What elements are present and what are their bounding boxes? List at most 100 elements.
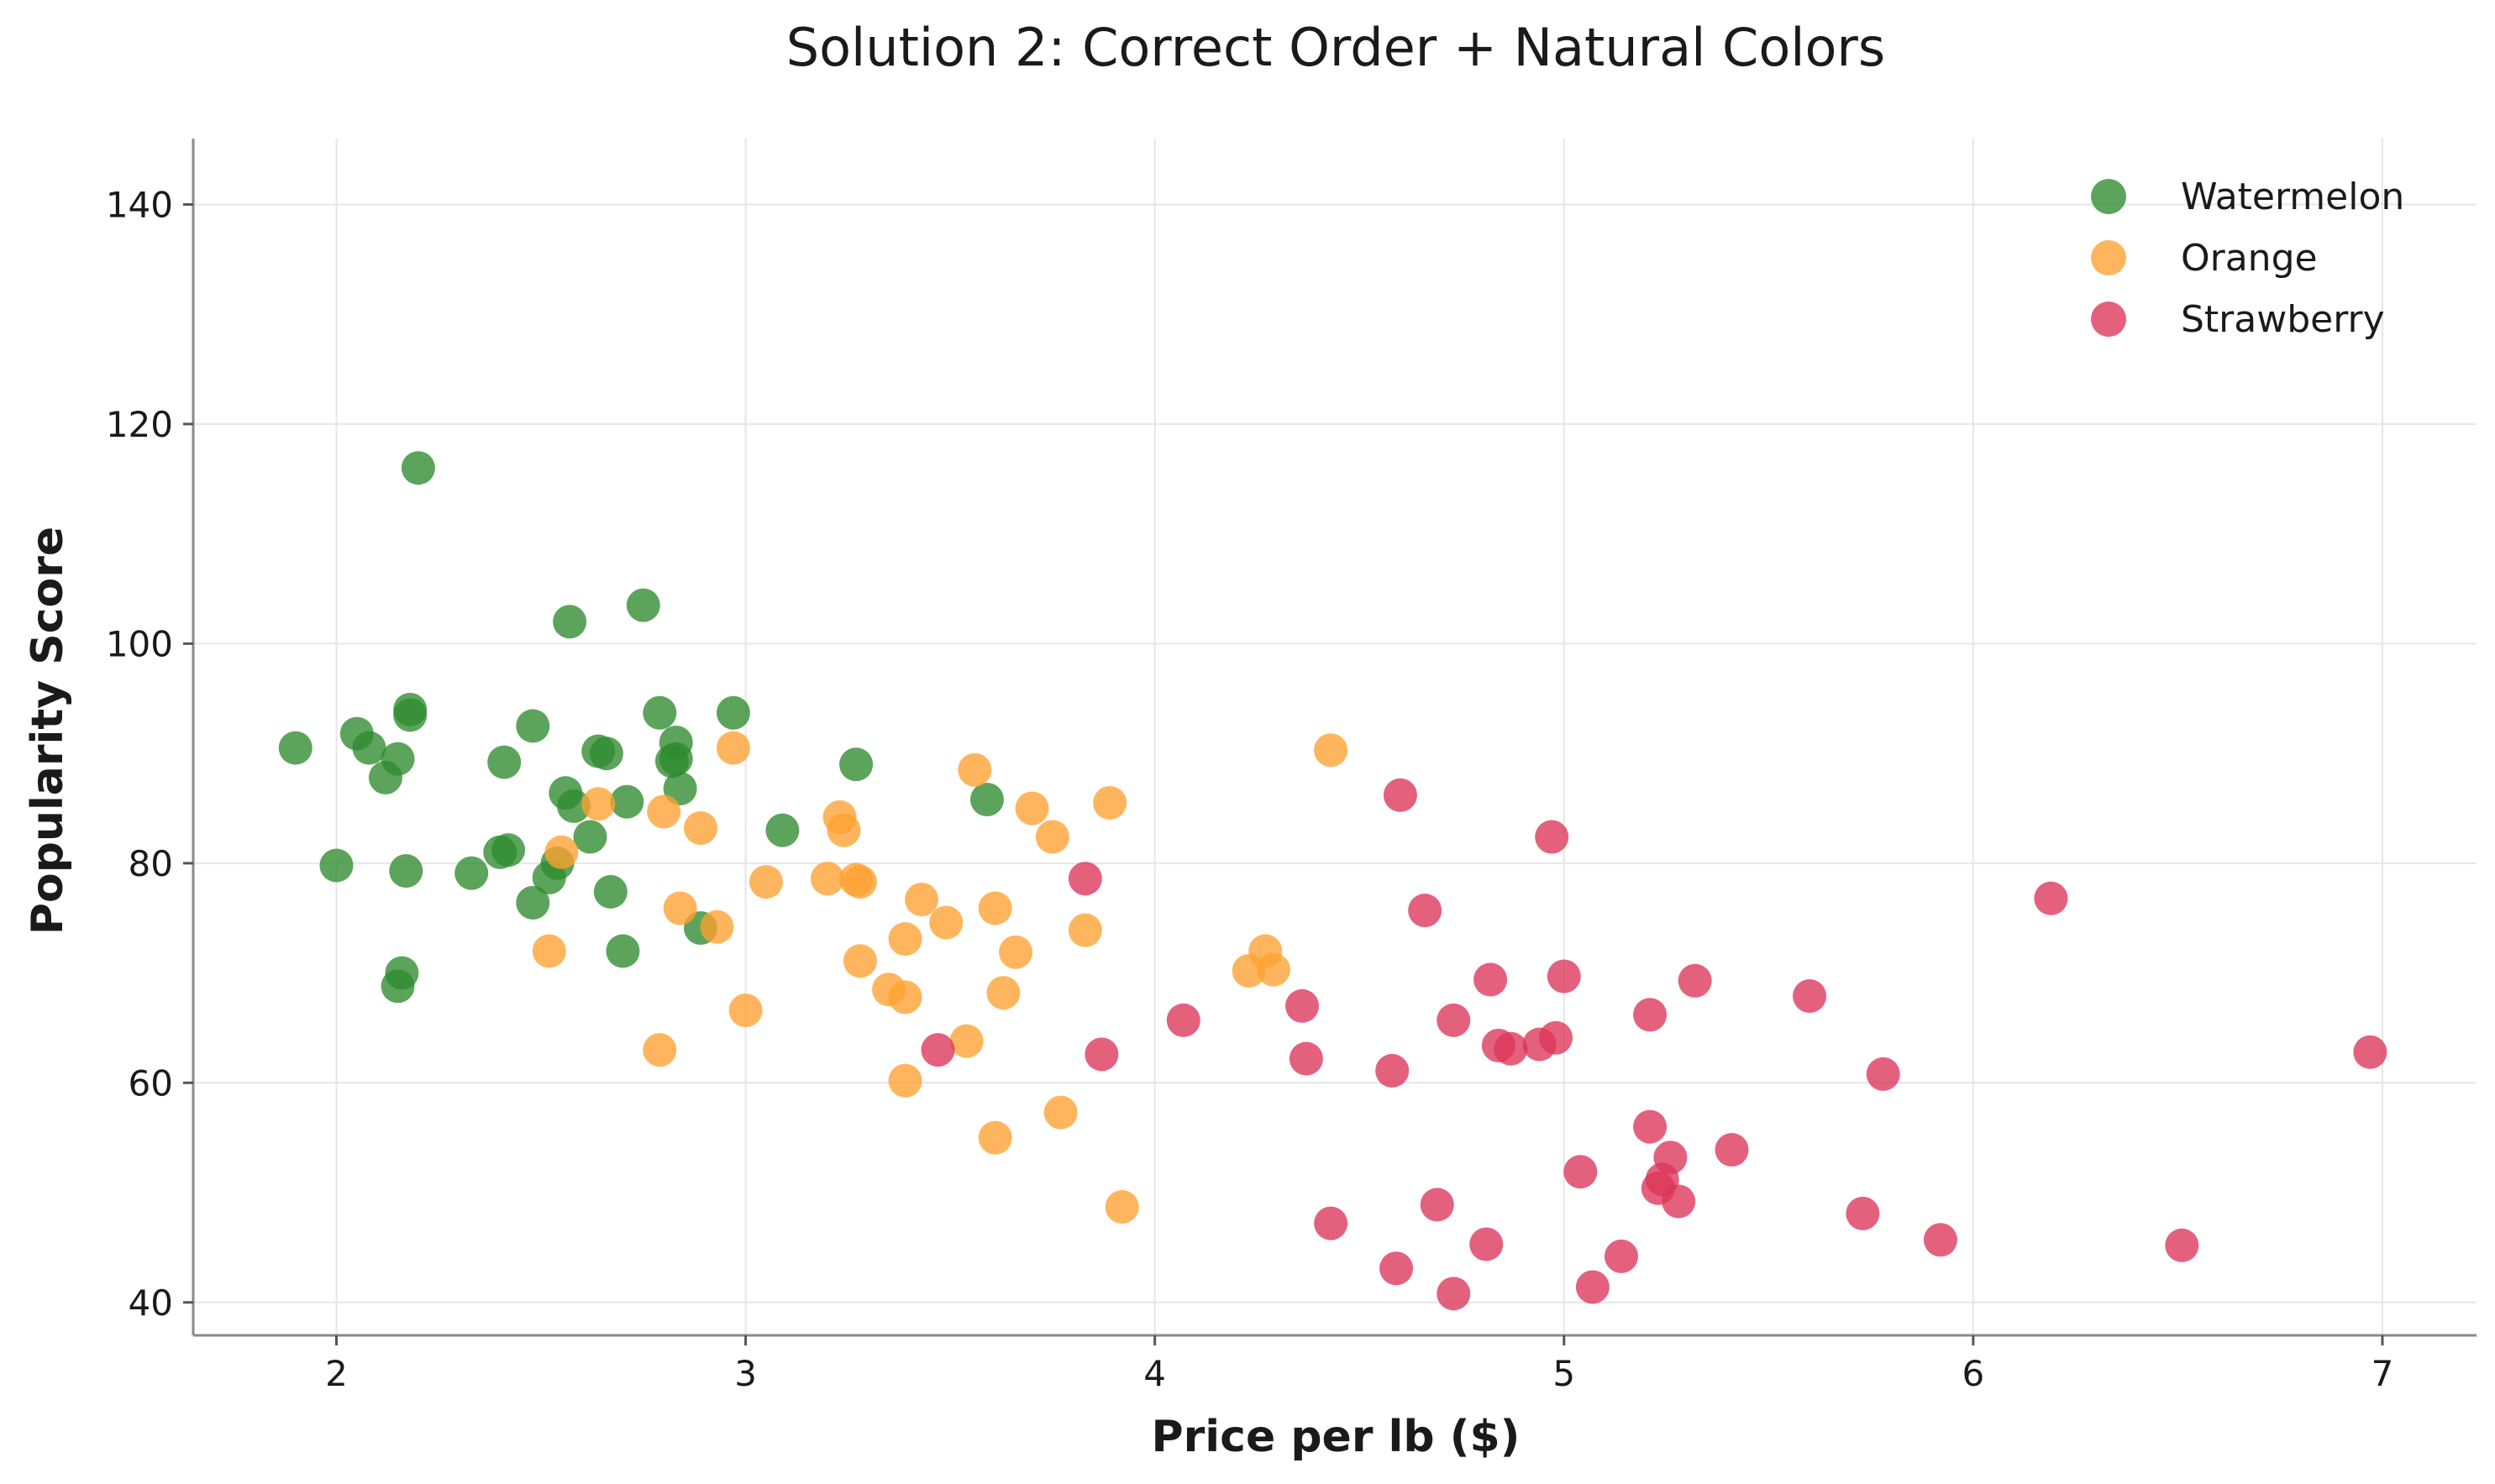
data-point: [716, 695, 750, 730]
x-tick-label: 4: [1143, 1353, 1166, 1394]
data-point: [969, 783, 1004, 817]
data-point: [1923, 1223, 1957, 1257]
legend-marker: [2091, 302, 2126, 337]
data-point: [905, 882, 939, 916]
data-point: [2353, 1035, 2387, 1069]
data-point: [843, 865, 877, 899]
data-point: [1473, 962, 1508, 997]
x-tick-label: 5: [1552, 1353, 1575, 1394]
data-point: [1166, 1003, 1200, 1037]
x-axis-ticks: 2 3 4 5 6 7: [325, 1335, 2393, 1394]
y-tick-label: 60: [129, 1062, 173, 1104]
data-point: [516, 885, 550, 920]
data-point: [811, 862, 844, 896]
data-point: [381, 969, 415, 1004]
data-point: [1232, 953, 1266, 988]
data-point: [716, 731, 750, 765]
data-point: [557, 789, 591, 823]
data-point: [1494, 1031, 1528, 1066]
data-point: [1633, 1109, 1668, 1144]
legend: Watermelon Orange Strawberry: [2091, 176, 2404, 341]
data-point: [1068, 862, 1102, 896]
data-point: [888, 980, 922, 1015]
data-point: [573, 820, 607, 854]
data-point: [999, 935, 1033, 969]
data-point: [1068, 913, 1102, 947]
data-point: [532, 860, 566, 894]
gridlines: [193, 139, 2477, 1335]
legend-label: Strawberry: [2181, 298, 2385, 341]
axes-spines: [192, 139, 2477, 1337]
data-point: [1105, 1190, 1139, 1224]
chart-title: Solution 2: Correct Order + Natural Colo…: [786, 17, 1885, 78]
data-point: [986, 976, 1021, 1010]
data-point: [1678, 963, 1712, 998]
y-tick-label: 40: [129, 1282, 173, 1324]
data-point: [1437, 1003, 1471, 1037]
data-point: [765, 813, 800, 847]
x-tick-label: 6: [1962, 1353, 1985, 1394]
legend-marker: [2091, 179, 2126, 214]
data-point: [1866, 1057, 1900, 1091]
data-point: [1285, 988, 1320, 1023]
y-axis-label: Popularity Score: [23, 527, 73, 935]
data-point: [839, 747, 874, 782]
data-point: [929, 905, 964, 940]
data-point: [593, 874, 628, 909]
data-point: [1793, 979, 1827, 1014]
data-point: [643, 695, 677, 730]
data-point: [1633, 998, 1668, 1032]
data-point: [1085, 1037, 1119, 1072]
data-point: [888, 1063, 922, 1098]
data-point: [1437, 1277, 1471, 1311]
data-point: [888, 922, 922, 957]
data-point: [581, 787, 616, 821]
data-point: [949, 1024, 984, 1058]
data-point: [319, 848, 354, 883]
data-point: [1093, 785, 1127, 820]
legend-label: Orange: [2181, 237, 2318, 280]
x-tick-label: 2: [325, 1353, 348, 1394]
data-point: [610, 784, 644, 819]
data-point: [643, 1033, 677, 1067]
data-point: [1383, 778, 1417, 812]
data-point: [1539, 1020, 1573, 1055]
data-point: [1469, 1227, 1504, 1261]
legend-marker: [2091, 240, 2126, 275]
data-point: [1035, 820, 1069, 854]
data-point: [589, 737, 623, 771]
data-point: [1662, 1184, 1696, 1219]
y-tick-label: 120: [106, 404, 173, 445]
data-point: [401, 451, 435, 485]
data-point: [1420, 1188, 1454, 1222]
data-point: [1015, 791, 1049, 826]
data-point: [368, 760, 402, 794]
data-point: [684, 811, 717, 846]
x-tick-label: 7: [2372, 1353, 2394, 1394]
data-point: [553, 605, 587, 639]
data-point: [544, 835, 579, 869]
data-point: [748, 865, 783, 899]
data-point: [516, 709, 550, 743]
x-tick-label: 3: [734, 1353, 757, 1394]
data-point: [728, 994, 763, 1028]
data-point: [1314, 733, 1348, 768]
data-point: [978, 1120, 1012, 1155]
data-point: [352, 731, 386, 765]
data-point: [1043, 1095, 1078, 1130]
data-point: [1289, 1041, 1323, 1076]
data-point: [958, 752, 992, 787]
data-point: [1535, 820, 1569, 854]
y-tick-label: 140: [106, 184, 173, 225]
data-point: [626, 588, 660, 622]
data-point: [1375, 1053, 1410, 1088]
data-points: [278, 451, 2387, 1311]
data-point: [487, 745, 522, 779]
data-point: [278, 731, 313, 765]
data-point: [1563, 1155, 1598, 1189]
y-axis-ticks: 40 60 80 100 120 140: [106, 184, 193, 1324]
data-point: [663, 891, 697, 926]
data-point: [659, 742, 693, 776]
data-point: [389, 853, 423, 888]
data-point: [700, 910, 734, 944]
